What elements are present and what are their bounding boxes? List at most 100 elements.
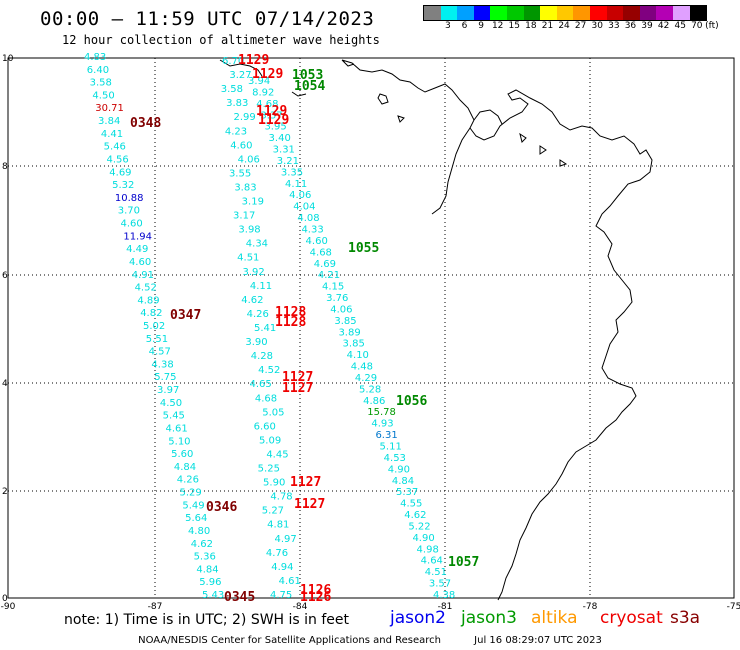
pass-time-label: 1056 (396, 394, 427, 409)
wave-height-value: 6.40 (87, 65, 109, 76)
wave-height-value: 3.31 (273, 145, 295, 156)
satellite-legend-cryosat: cryosat (600, 608, 663, 628)
color-scale-bar (423, 5, 708, 21)
wave-height-value: 4.29 (355, 373, 377, 384)
longitude-tick-label: -90 (1, 602, 16, 612)
color-swatch (672, 6, 690, 20)
wave-height-value: 5.90 (263, 478, 285, 489)
pass-time-label: 1129 (258, 113, 289, 128)
wave-height-value: 4.28 (251, 351, 273, 362)
wave-height-value: 4.21 (318, 270, 340, 281)
color-swatch (506, 6, 524, 20)
color-swatch (589, 6, 607, 20)
wave-height-value: 5.36 (194, 552, 216, 563)
color-scale-label (423, 21, 440, 31)
color-scale-label: 24 (558, 21, 570, 31)
wave-height-value: 4.90 (388, 464, 410, 475)
color-swatch (473, 6, 491, 20)
wave-height-value: 5.41 (254, 323, 276, 334)
color-swatch (656, 6, 673, 20)
wave-height-value: 5.45 (163, 411, 185, 422)
color-scale-label: 3 (445, 21, 451, 31)
wave-height-value: 4.68 (310, 247, 332, 258)
coastline (219, 59, 653, 601)
color-swatch (573, 6, 590, 20)
color-swatch (424, 6, 441, 20)
color-scale-label: 15 (508, 21, 520, 31)
color-scale-label: 45 (674, 21, 686, 31)
wave-height-value: 4.76 (266, 548, 288, 559)
satellite-legend-jason3: jason3 (461, 608, 517, 628)
wave-height-value: 4.06 (289, 190, 311, 201)
wave-height-value: 5.10 (168, 436, 190, 447)
latitude-tick-label: 0 (2, 594, 8, 604)
wave-height-value: 3.98 (238, 225, 260, 236)
wave-height-value: 4.75 (270, 590, 292, 601)
wave-height-value: 4.62 (241, 295, 263, 306)
wave-height-value: 5.49 (182, 500, 204, 511)
latitude-tick-label: 2 (2, 487, 8, 497)
wave-height-value: 3.58 (90, 78, 112, 89)
wave-height-value: 3.55 (229, 168, 251, 179)
color-scale-label: 12 (491, 21, 504, 31)
wave-height-value: 4.90 (412, 533, 434, 544)
pass-time-label: 1057 (448, 555, 479, 570)
pass-time-label: 1127 (290, 475, 321, 490)
longitude-tick-label: -81 (438, 602, 453, 612)
wave-height-value: 4.86 (363, 396, 385, 407)
pass-time-label: 1128 (275, 315, 306, 330)
latitude-tick-label: 10 (2, 54, 14, 64)
wave-height-value: 5.05 (262, 407, 284, 418)
pass-time-label: 1129 (256, 104, 287, 119)
wave-height-value: 3.27 (229, 70, 251, 81)
wave-height-value: 6.60 (254, 421, 276, 432)
wave-height-value: 4.38 (433, 590, 455, 601)
map-frame (7, 57, 735, 599)
wave-height-value: 15.78 (367, 407, 396, 418)
pass-time-label: 0346 (206, 500, 237, 515)
wave-height-value: 4.80 (188, 526, 210, 537)
footer-note: note: 1) Time is in UTC; 2) SWH is in fe… (64, 612, 350, 628)
color-scale-label: 9 (478, 21, 484, 31)
wave-height-value: 5.37 (396, 487, 418, 498)
wave-height-value: 5.32 (112, 180, 134, 191)
wave-height-value: 3.58 (221, 84, 243, 95)
wave-height-value: 4.50 (160, 398, 182, 409)
wave-height-value: 5.27 (262, 506, 284, 517)
latitude-tick-label: 8 (2, 162, 8, 172)
wave-height-value: 4.68 (255, 393, 277, 404)
wave-height-value: 5.09 (259, 435, 281, 446)
wave-height-value: 3.94 (248, 76, 270, 87)
wave-height-value: 5.28 (359, 384, 381, 395)
wave-height-value: 5.96 (199, 577, 221, 588)
color-scale-label: 70 (691, 21, 703, 31)
wave-height-value: 6.70 (222, 56, 244, 67)
color-scale-label: 18 (525, 21, 537, 31)
color-scale-label: 36 (624, 21, 637, 31)
page-subtitle: 12 hour collection of altimeter wave hei… (62, 33, 380, 47)
wave-height-value: 3.83 (226, 98, 248, 109)
wave-height-value: 5.11 (380, 442, 402, 453)
pass-time-label: 0347 (170, 308, 201, 323)
wave-height-value: 4.45 (266, 449, 288, 460)
wave-height-value: 4.52 (135, 283, 157, 294)
wave-height-value: 4.50 (92, 90, 114, 101)
wave-height-value: 4.48 (351, 362, 373, 373)
pass-time-label: 1128 (275, 305, 306, 320)
wave-height-value: 4.51 (237, 253, 259, 264)
wave-height-value: 4.11 (285, 179, 307, 190)
wave-height-value: 4.11 (250, 281, 272, 292)
wave-height-value: 4.65 (249, 379, 271, 390)
satellite-legend-s3a: s3a (670, 608, 701, 628)
wave-height-value: 3.70 (118, 206, 140, 217)
color-scale-label: 39 (641, 21, 653, 31)
wave-height-value: 4.33 (301, 224, 323, 235)
color-scale-label: 21 (541, 21, 554, 31)
color-scale-label: (ft) (705, 21, 719, 31)
color-scale-label: 42 (657, 21, 670, 31)
wave-height-value: 4.84 (196, 564, 218, 575)
latitude-tick-label: 6 (2, 271, 8, 281)
pass-time-label: 1053 (292, 68, 323, 83)
wave-height-value: 4.83 (84, 52, 106, 63)
color-scale-label: 30 (591, 21, 603, 31)
